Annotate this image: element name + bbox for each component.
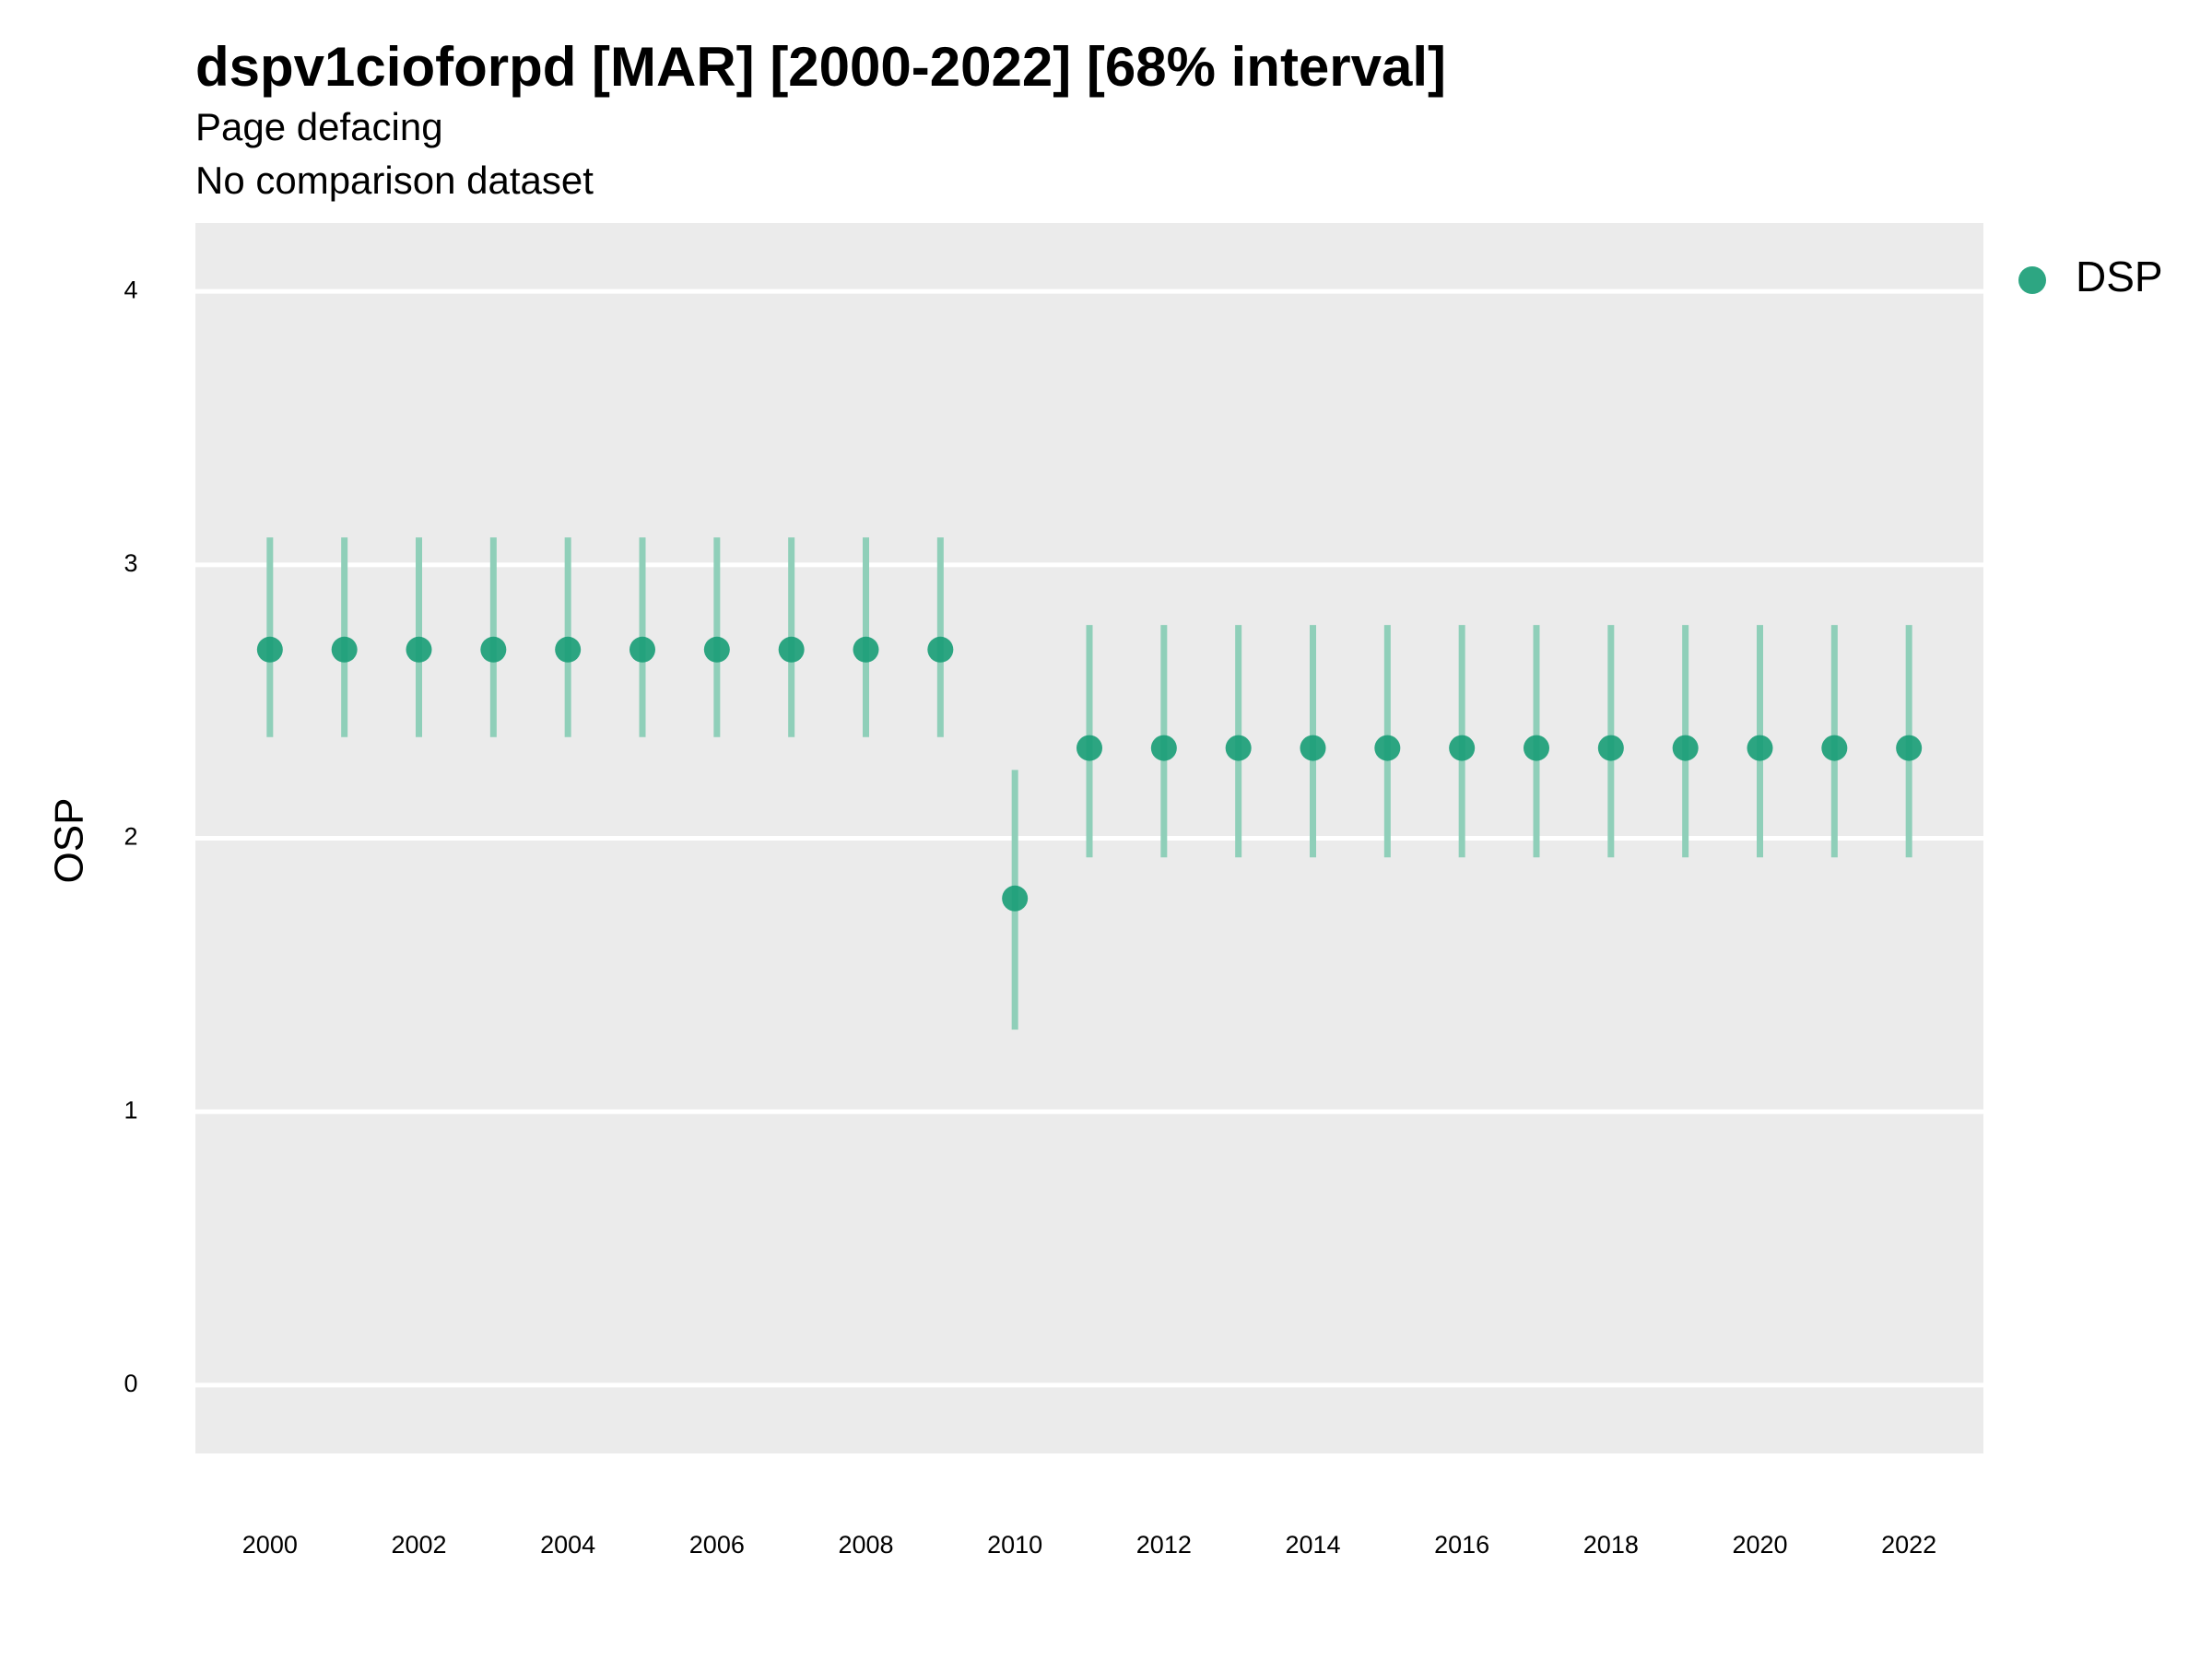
data-point	[555, 636, 582, 663]
data-point	[331, 636, 358, 663]
y-tick-label: 2	[124, 823, 137, 851]
data-point	[1449, 735, 1476, 761]
chart-subtitle-secondary: No comparison dataset	[195, 159, 594, 202]
x-tick-label: 2002	[391, 1531, 446, 1559]
x-tick-label: 2022	[1881, 1531, 1936, 1559]
data-point	[406, 636, 432, 663]
data-point	[1896, 735, 1923, 761]
data-point	[1300, 735, 1326, 761]
data-point	[1374, 735, 1401, 761]
x-tick-label: 2018	[1583, 1531, 1639, 1559]
x-tick-label: 2020	[1732, 1531, 1787, 1559]
y-tick-label: 4	[124, 276, 137, 303]
x-tick-label: 2014	[1285, 1531, 1340, 1559]
data-point	[1225, 735, 1252, 761]
x-tick-label: 2010	[987, 1531, 1042, 1559]
data-point	[853, 636, 879, 663]
x-tick-label: 2012	[1136, 1531, 1192, 1559]
y-axis-ticks: 0 1 2 3 4	[124, 276, 137, 1397]
chart-title: dspv1cioforpd [MAR] [2000-2022] [68% int…	[195, 36, 1447, 98]
data-point	[703, 636, 730, 663]
x-tick-label: 2006	[689, 1531, 745, 1559]
data-point	[1002, 885, 1029, 912]
data-point	[256, 636, 283, 663]
legend-marker-dsp	[2018, 266, 2046, 294]
data-point	[1821, 735, 1848, 761]
data-point	[1524, 735, 1549, 761]
y-tick-label: 3	[124, 549, 137, 577]
data-point	[1747, 735, 1773, 761]
legend-label-dsp: DSP	[2076, 253, 2163, 300]
data-point	[1150, 735, 1177, 761]
data-points	[256, 636, 1923, 912]
data-point	[1597, 735, 1624, 761]
x-tick-label: 2004	[540, 1531, 595, 1559]
data-point	[1077, 735, 1102, 761]
x-tick-label: 2016	[1434, 1531, 1489, 1559]
legend: DSP	[2018, 253, 2163, 300]
y-tick-label: 0	[124, 1370, 137, 1397]
x-tick-label: 2000	[242, 1531, 298, 1559]
data-point	[480, 636, 507, 663]
data-point	[927, 636, 954, 663]
chart-subtitle: Page defacing	[195, 105, 443, 148]
data-point	[1672, 735, 1699, 761]
data-point	[778, 636, 805, 663]
x-tick-label: 2008	[838, 1531, 893, 1559]
y-tick-label: 1	[124, 1096, 137, 1124]
data-point	[629, 636, 655, 663]
x-axis-ticks: 2000 2002 2004 2006 2008 2010 2012 2014 2016 2018…	[242, 1531, 1936, 1559]
y-axis-label: OSP	[47, 798, 92, 884]
